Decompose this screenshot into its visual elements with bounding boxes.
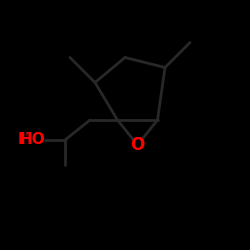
Text: HO: HO — [17, 132, 43, 148]
Circle shape — [26, 131, 44, 149]
Text: O: O — [130, 136, 144, 154]
Circle shape — [131, 139, 144, 151]
Text: HO: HO — [20, 132, 46, 148]
Text: O: O — [130, 136, 144, 154]
